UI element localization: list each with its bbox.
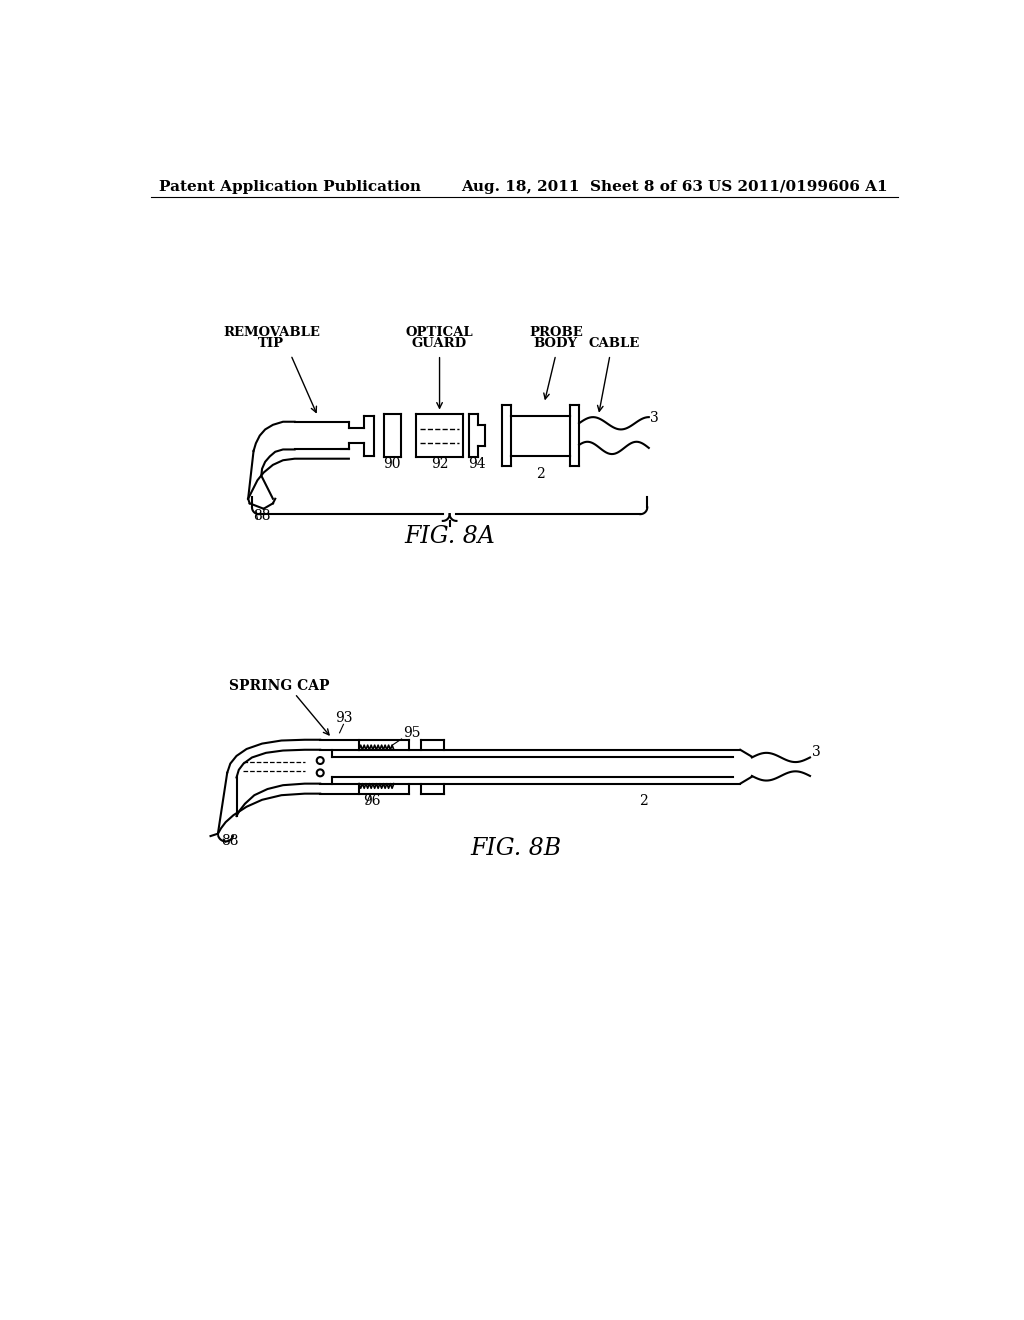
Text: 93: 93 xyxy=(335,711,352,725)
Text: OPTICAL: OPTICAL xyxy=(406,326,473,338)
Text: 90: 90 xyxy=(384,457,401,471)
Text: CABLE: CABLE xyxy=(589,337,640,350)
Text: 3: 3 xyxy=(650,411,659,425)
Text: FIG. 8A: FIG. 8A xyxy=(404,525,495,548)
Text: TIP: TIP xyxy=(258,337,285,350)
Text: 3: 3 xyxy=(812,744,821,759)
Text: PROBE: PROBE xyxy=(529,326,583,338)
Text: Aug. 18, 2011  Sheet 8 of 63: Aug. 18, 2011 Sheet 8 of 63 xyxy=(461,180,703,194)
Text: 94: 94 xyxy=(468,457,485,471)
Text: US 2011/0199606 A1: US 2011/0199606 A1 xyxy=(708,180,888,194)
Text: 92: 92 xyxy=(431,457,449,471)
Text: Patent Application Publication: Patent Application Publication xyxy=(159,180,421,194)
Text: 2: 2 xyxy=(640,795,648,808)
Text: REMOVABLE: REMOVABLE xyxy=(223,326,319,338)
Text: GUARD: GUARD xyxy=(412,337,467,350)
Text: SPRING CAP: SPRING CAP xyxy=(228,678,330,693)
Text: 2: 2 xyxy=(536,467,545,480)
Text: BODY: BODY xyxy=(534,337,578,350)
Text: 88: 88 xyxy=(221,834,239,849)
Text: 88: 88 xyxy=(254,510,271,523)
Text: FIG. 8B: FIG. 8B xyxy=(470,837,561,861)
Text: 95: 95 xyxy=(403,726,421,741)
Text: 96: 96 xyxy=(362,795,380,808)
